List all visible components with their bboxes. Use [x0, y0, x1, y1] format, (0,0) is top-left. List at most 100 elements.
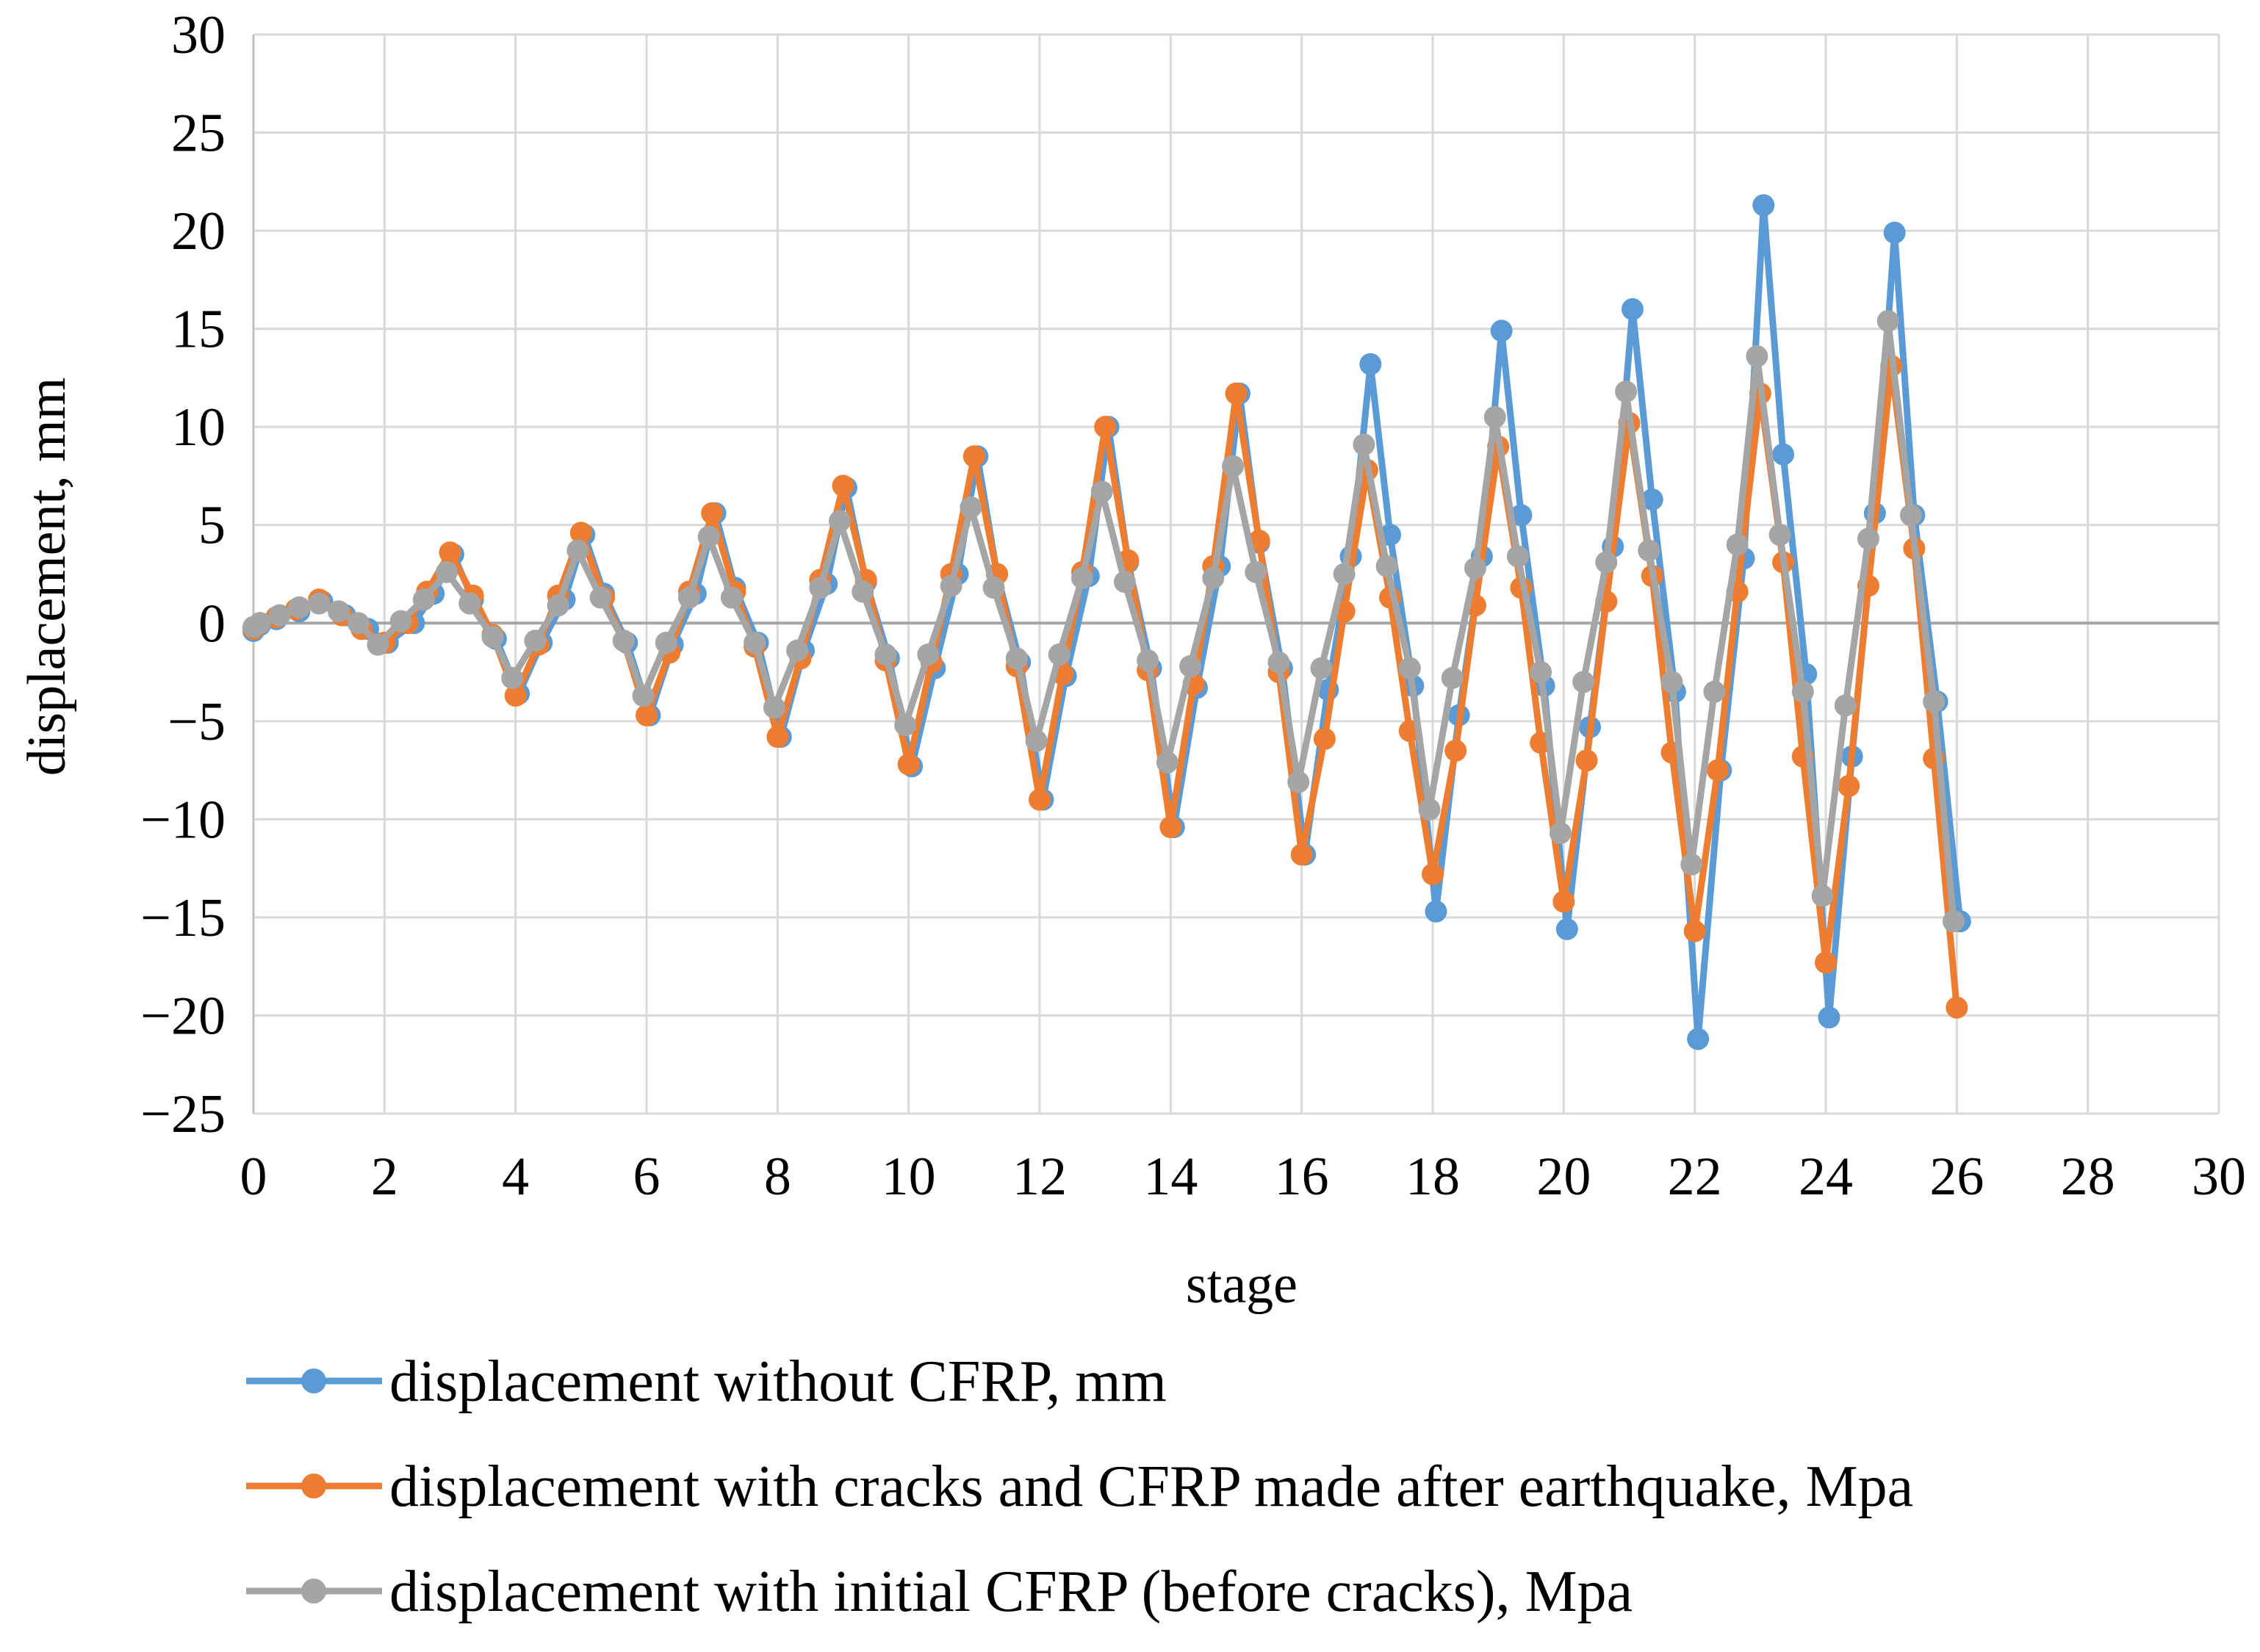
data-point [1290, 843, 1313, 866]
x-tick-label: 20 [1536, 1147, 1591, 1207]
data-point [1222, 455, 1245, 477]
data-point [1660, 671, 1683, 693]
data-point [1899, 504, 1922, 527]
data-point [1857, 527, 1879, 550]
data-point [894, 714, 917, 737]
data-point [1772, 443, 1795, 466]
data-point [612, 630, 635, 652]
data-point [1555, 917, 1578, 940]
data-point [1791, 680, 1814, 703]
data-point [1703, 680, 1726, 703]
data-point [1834, 694, 1857, 717]
data-point [547, 594, 569, 617]
data-point [1025, 729, 1048, 752]
data-point [1225, 382, 1248, 405]
data-point [1552, 890, 1575, 913]
data-point [288, 596, 311, 618]
y-tick-label: −5 [168, 692, 226, 752]
data-point [1818, 1006, 1840, 1029]
data-point [1811, 884, 1834, 907]
data-point [1752, 194, 1775, 217]
x-tick-label: 14 [1143, 1147, 1198, 1207]
data-point [632, 685, 655, 707]
y-tick-label: −15 [140, 888, 226, 948]
data-point [1726, 533, 1749, 556]
data-point [412, 588, 435, 611]
data-point [524, 630, 547, 652]
data-point [829, 510, 852, 533]
data-point [1615, 380, 1638, 403]
data-point [1359, 353, 1382, 375]
data-point [1575, 749, 1598, 772]
data-point [1159, 816, 1182, 839]
x-tick-label: 18 [1406, 1147, 1460, 1207]
data-point [458, 592, 481, 615]
data-point [655, 631, 677, 654]
x-tick-label: 12 [1012, 1147, 1067, 1207]
data-point [308, 592, 331, 615]
data-point [566, 539, 589, 562]
data-point [1876, 309, 1899, 332]
data-point [962, 445, 985, 468]
data-point [940, 574, 962, 597]
data-point [1156, 751, 1178, 773]
data-point [1444, 739, 1467, 762]
data-point [1595, 551, 1618, 574]
y-tick-label: −10 [140, 790, 226, 850]
data-point [1680, 853, 1703, 876]
data-point [1202, 566, 1225, 589]
legend-item-2: displacement with cracks and CFRP made a… [246, 1454, 1913, 1519]
legend-label: displacement without CFRP, mm [389, 1349, 1167, 1414]
data-point [1287, 771, 1310, 793]
axes [252, 35, 2219, 1114]
data-point [248, 612, 271, 635]
data-point [809, 577, 832, 599]
data-point [1425, 900, 1447, 923]
data-point [677, 586, 700, 609]
data-point [504, 685, 527, 707]
data-point [874, 643, 897, 666]
data-point [1070, 566, 1093, 589]
y-tick-label: 30 [171, 5, 226, 65]
data-point [1113, 571, 1136, 594]
data-point [1483, 405, 1506, 428]
y-tick-label: 15 [171, 300, 226, 360]
data-point [897, 753, 920, 776]
data-point [1048, 643, 1070, 666]
data-point [1490, 320, 1513, 342]
x-tick-label: 28 [2061, 1147, 2115, 1207]
y-tick-label: 5 [198, 496, 226, 556]
data-point [1572, 671, 1595, 693]
data-point [501, 667, 524, 690]
data-point [917, 643, 940, 666]
x-tick-label: 24 [1799, 1147, 1853, 1207]
x-tick-label: 4 [502, 1147, 529, 1207]
y-tick-label: −20 [140, 986, 226, 1046]
x-tick-label: 26 [1929, 1147, 1984, 1207]
data-point [481, 625, 504, 648]
legend-item-3: displacement with initial CFRP (before c… [246, 1559, 1633, 1624]
data-point [389, 610, 412, 632]
data-point [1946, 996, 1968, 1019]
legend-swatch-marker [301, 1474, 326, 1498]
data-point [1706, 759, 1729, 782]
series-3 [242, 309, 1965, 933]
data-point [1418, 798, 1441, 821]
data-point [1621, 297, 1644, 320]
data-point [1510, 504, 1533, 527]
data-point [439, 541, 461, 564]
legend-label: displacement with initial CFRP (before c… [389, 1559, 1633, 1624]
data-point [268, 604, 291, 627]
data-point [1768, 524, 1791, 547]
data-point [327, 600, 350, 623]
data-point [701, 502, 724, 524]
data-point [1942, 910, 1965, 933]
y-axis-title: displacement, mm [17, 378, 77, 776]
data-point [1683, 920, 1706, 942]
data-point [1398, 657, 1421, 679]
y-tick-label: 20 [171, 201, 226, 261]
data-point [1005, 647, 1028, 670]
